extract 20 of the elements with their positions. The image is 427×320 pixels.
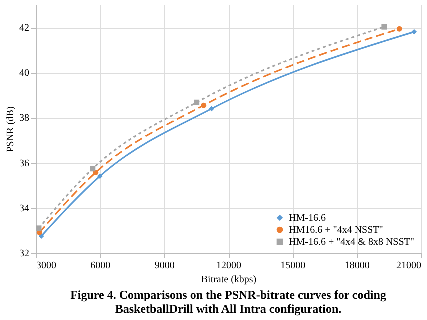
legend-label: HM-16.6 — [289, 213, 326, 224]
x-tick-label: 9000 — [154, 260, 175, 272]
y-tick-label: 42 — [20, 23, 30, 34]
text: Figure 4. Comparisons on the PSNR-bitrate curves for coding — [70, 288, 386, 302]
legend-label: HM16.6 + "4x4 NSST" — [289, 225, 384, 236]
x-tick-label: 6000 — [90, 260, 111, 272]
legend-label: HM-16.6 + "4x4 & 8x8 NSST" — [289, 237, 414, 248]
y-tick-label: 38 — [20, 113, 30, 124]
y-axis-title: PSNR (dB) — [6, 106, 16, 152]
y-tick-label: 32 — [20, 248, 30, 260]
x-tick-label: 3000 — [36, 260, 56, 272]
x-tick-label: 15000 — [280, 260, 306, 272]
x-tick-label: 21000 — [396, 260, 422, 272]
y-tick-label: 34 — [20, 203, 30, 214]
y-tick-label: 40 — [20, 68, 30, 80]
x-tick-label: 18000 — [344, 260, 370, 272]
text: BasketballDrill with All Intra configuration. — [115, 302, 342, 316]
y-tick-label: 36 — [20, 158, 30, 170]
x-axis-title: Bitrate (kbps) — [201, 274, 257, 286]
x-tick-label: 12000 — [216, 260, 242, 272]
